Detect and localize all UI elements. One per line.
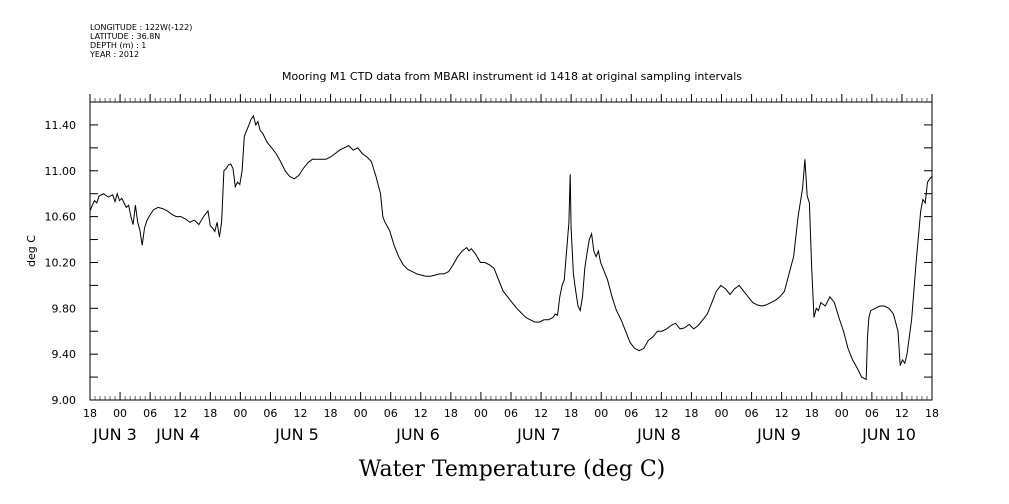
x-day-label: JUN 4: [155, 425, 200, 444]
x-hour-tick-label: 06: [745, 407, 759, 420]
x-axis-label: Water Temperature (deg C): [359, 457, 666, 482]
x-hour-tick-label: 06: [263, 407, 277, 420]
x-hour-tick-label: 18: [805, 407, 819, 420]
x-hour-tick-label: 00: [233, 407, 247, 420]
y-tick-label: 10.60: [45, 211, 77, 224]
x-hour-tick-label: 06: [143, 407, 157, 420]
y-tick-label: 9.00: [52, 394, 77, 407]
x-hour-tick-label: 06: [504, 407, 518, 420]
x-day-label: JUN 7: [516, 425, 561, 444]
x-hour-tick-label: 18: [444, 407, 458, 420]
header-year: YEAR : 2012: [89, 50, 139, 59]
x-hour-tick-label: 00: [715, 407, 729, 420]
y-tick-label: 9.40: [52, 348, 77, 361]
x-minor-ticks: [89, 98, 933, 400]
x-hour-tick-label: 00: [113, 407, 127, 420]
x-day-labels: JUN 3 JUN 4 JUN 5 JUN 6 JUN 7 JUN 8 JUN 9 JUN 1…: [92, 425, 916, 444]
y-ticks: [90, 101, 932, 401]
y-tick-label: 11.00: [45, 165, 77, 178]
x-hour-tick-label: 12: [414, 407, 428, 420]
x-day-label: JUN 8: [636, 425, 681, 444]
x-hour-tick-label: 12: [294, 407, 308, 420]
x-day-label: JUN 6: [395, 425, 440, 444]
x-hour-tick-label: 00: [835, 407, 849, 420]
y-tick-label: 10.20: [45, 256, 77, 269]
x-hour-tick-label: 06: [865, 407, 879, 420]
x-hour-tick-label: 18: [564, 407, 578, 420]
x-hour-tick-label: 12: [895, 407, 909, 420]
header-depth: DEPTH (m) : 1: [90, 41, 146, 50]
x-hour-tick-label: 12: [775, 407, 789, 420]
header-info: LONGITUDE : 122W(-122) LATITUDE : 36.8N …: [89, 23, 192, 59]
x-hour-tick-label: 12: [534, 407, 548, 420]
x-hour-tick-label: 00: [594, 407, 608, 420]
plot-frame: [89, 101, 933, 401]
x-hour-tick-label: 18: [83, 407, 97, 420]
x-major-ticks: [89, 94, 933, 400]
x-day-label: JUN 5: [274, 425, 319, 444]
header-longitude: LONGITUDE : 122W(-122): [90, 23, 192, 32]
x-day-label: JUN 10: [861, 425, 916, 444]
x-hour-tick-label: 00: [354, 407, 368, 420]
header-latitude: LATITUDE : 36.8N: [90, 32, 160, 41]
series-line-water-temperature: [89, 114, 933, 381]
y-tick-label: 11.40: [45, 119, 77, 132]
y-tick-label: 9.80: [52, 302, 77, 315]
x-hour-tick-label: 18: [684, 407, 698, 420]
y-axis-label: deg C: [25, 235, 38, 267]
x-hour-tick-label: 18: [324, 407, 338, 420]
x-day-label: JUN 3: [92, 425, 137, 444]
x-hour-tick-label: 00: [474, 407, 488, 420]
chart-title: Mooring M1 CTD data from MBARI instrumen…: [282, 70, 742, 83]
x-hour-tick-label: 18: [925, 407, 939, 420]
y-tick-labels: 9.00 9.40 9.80 10.20 10.60 11.00 11.40: [45, 119, 77, 407]
x-hour-tick-label: 12: [654, 407, 668, 420]
x-hour-labels: 18 00 06 12 18 00 06 12 18 00 06 12 18 00 06 12 18 00 06 12…: [83, 407, 939, 420]
x-hour-tick-label: 12: [173, 407, 187, 420]
x-hour-tick-label: 06: [384, 407, 398, 420]
x-hour-tick-label: 06: [624, 407, 638, 420]
x-day-label: JUN 9: [756, 425, 801, 444]
x-hour-tick-label: 18: [203, 407, 217, 420]
